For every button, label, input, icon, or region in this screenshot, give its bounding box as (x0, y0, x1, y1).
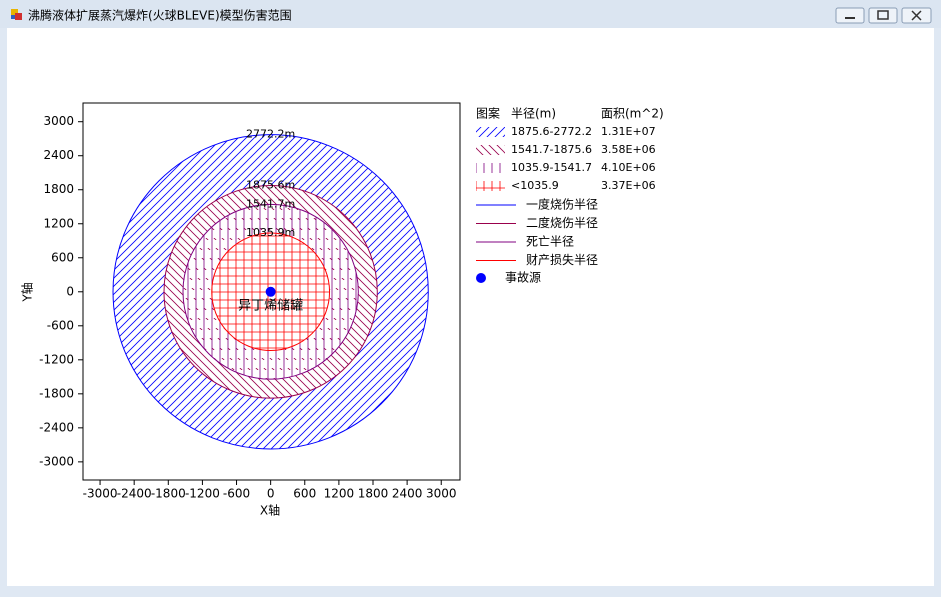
source-point (265, 286, 276, 297)
legend-label: 财产损失半径 (526, 252, 598, 267)
x-tick-label: 1200 (324, 487, 355, 501)
x-tick-label: 3000 (426, 487, 457, 501)
close-button[interactable] (901, 7, 932, 24)
legend-swatch (476, 163, 505, 173)
legend-range: 1541.7-1875.6 (511, 143, 592, 156)
x-axis-title: X轴 (260, 503, 280, 518)
y-tick-label: 3000 (43, 114, 74, 128)
y-tick-label: 1800 (43, 182, 74, 196)
legend-header: 图案 (476, 106, 500, 121)
legend-swatch (476, 181, 505, 191)
x-tick-label: -1800 (151, 487, 186, 501)
y-tick-label: 0 (66, 284, 74, 298)
maximize-button[interactable] (868, 7, 898, 24)
legend-range: 1875.6-2772.2 (511, 125, 592, 138)
source-label: 异丁烯储罐 (238, 298, 303, 313)
y-tick-label: 2400 (43, 148, 74, 162)
legend-label: 事故源 (505, 270, 541, 285)
x-tick-label: 2400 (392, 487, 423, 501)
legend-source-marker (476, 273, 486, 283)
legend-label: 死亡半径 (526, 235, 574, 249)
x-tick-label: 600 (293, 487, 316, 501)
x-tick-label: -3000 (83, 487, 118, 501)
legend-header: 面积(m^2) (601, 107, 664, 121)
legend-area: 3.58E+06 (601, 143, 656, 156)
y-tick-label: 600 (51, 250, 74, 264)
app-icon (11, 9, 22, 20)
legend-swatch (476, 145, 505, 155)
legend-label: 一度烧伤半径 (526, 197, 598, 212)
radius-label: 1875.6m (246, 178, 295, 191)
y-tick-label: -1200 (39, 352, 74, 366)
y-axis-title: Y轴 (20, 282, 35, 302)
window-title: 沸腾液体扩展蒸汽爆炸(火球BLEVE)模型伤害范围 (28, 8, 292, 23)
title-bar (0, 0, 941, 28)
y-tick-label: -600 (47, 318, 74, 332)
legend-header: 半径(m) (511, 107, 556, 121)
legend-swatch (476, 127, 505, 137)
x-tick-label: -2400 (117, 487, 152, 501)
radius-label: 2772.2m (246, 128, 295, 141)
legend-area: 1.31E+07 (601, 125, 656, 138)
legend-area: 4.10E+06 (601, 161, 656, 174)
legend-range: 1035.9-1541.7 (511, 161, 592, 174)
x-tick-label: 0 (267, 487, 275, 501)
y-tick-label: -3000 (39, 454, 74, 468)
legend-area: 3.37E+06 (601, 179, 656, 192)
radius-label: 1541.7m (246, 197, 295, 210)
radius-label: 1035.9m (246, 226, 295, 239)
legend-label: 二度烧伤半径 (526, 215, 598, 230)
legend-range: <1035.9 (511, 179, 559, 192)
x-tick-label: -600 (223, 487, 250, 501)
y-tick-label: -1800 (39, 386, 74, 400)
y-tick-label: 1200 (43, 216, 74, 230)
y-tick-label: -2400 (39, 420, 74, 434)
x-tick-label: 1800 (358, 487, 389, 501)
x-tick-label: -1200 (185, 487, 220, 501)
minimize-button[interactable] (835, 7, 865, 24)
